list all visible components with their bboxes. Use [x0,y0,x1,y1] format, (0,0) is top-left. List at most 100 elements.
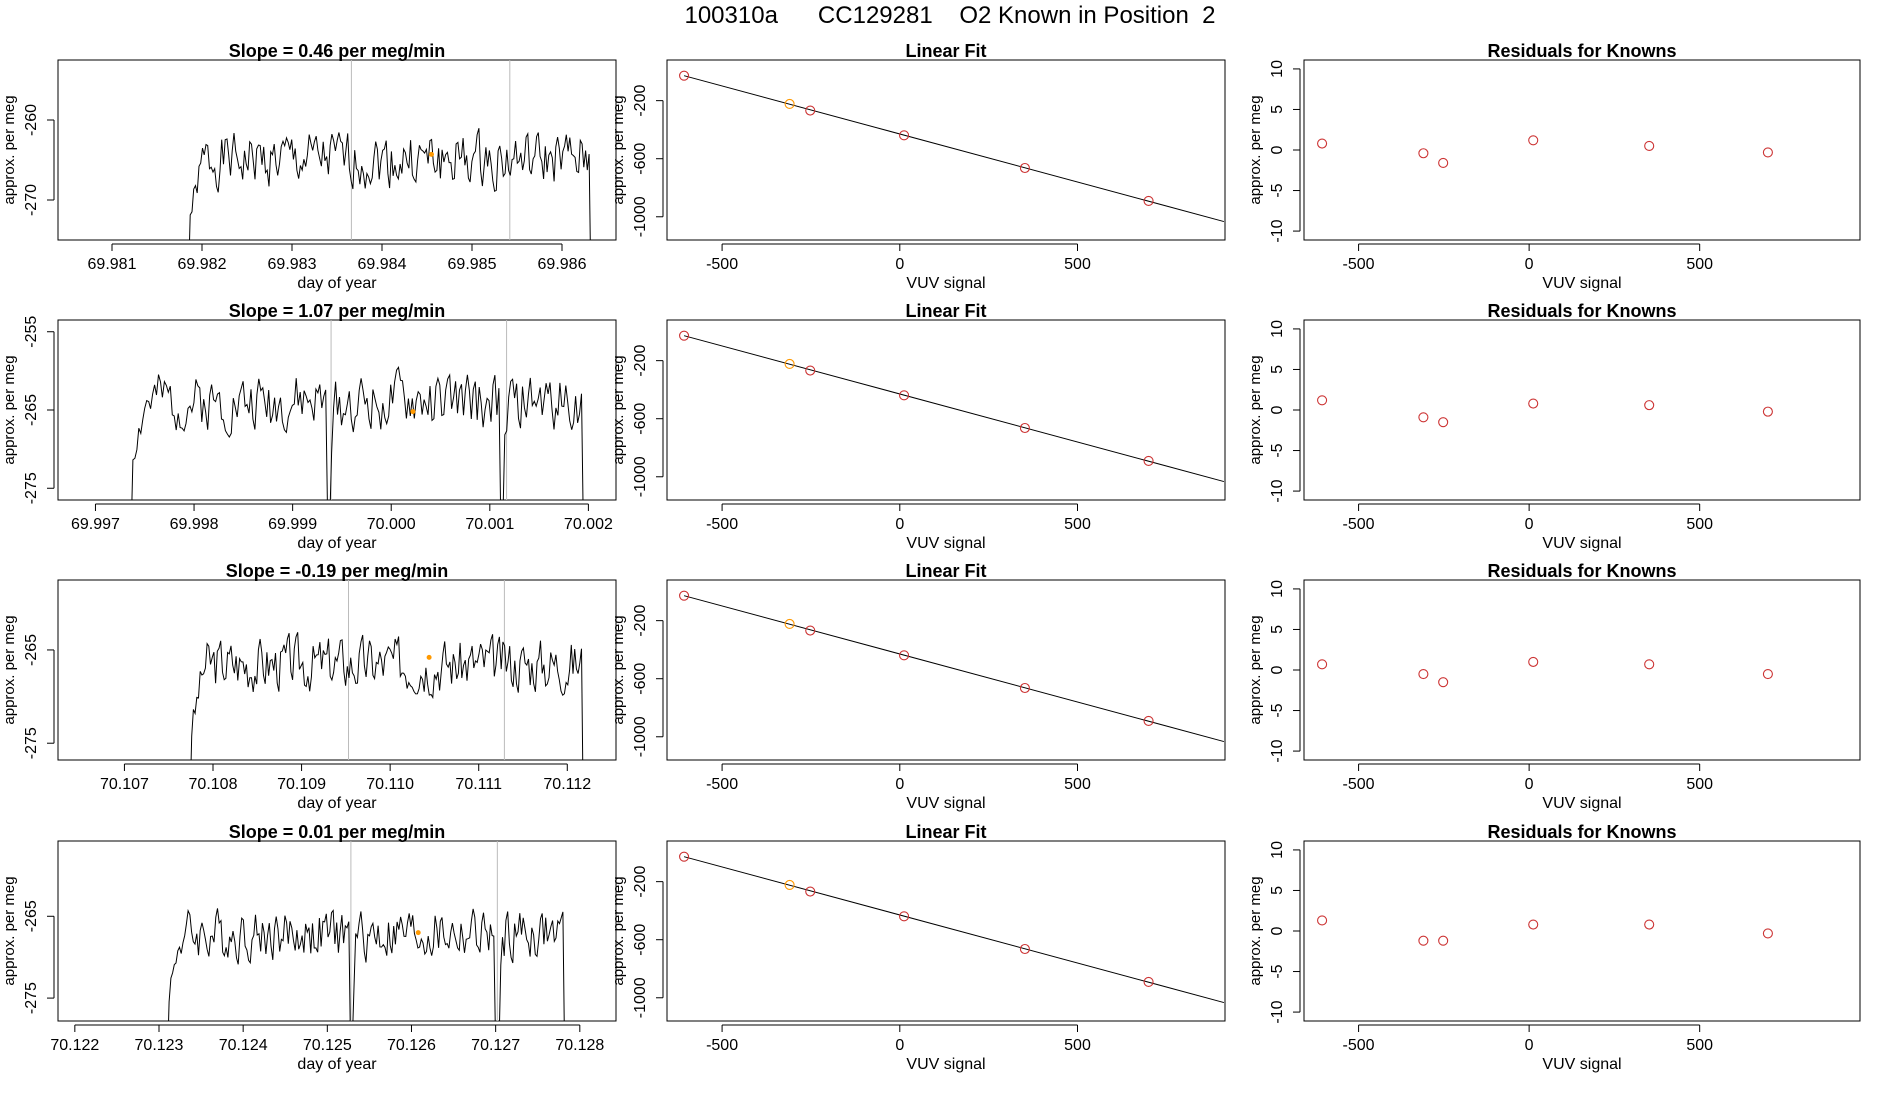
x-tick-label: 70.002 [564,516,613,533]
residuals-panel-2: Residuals for Knowns -500 0 500 VUV signal 10… [1247,301,1861,552]
x-tick-label: -500 [706,516,738,533]
x-tick-label: 70.122 [50,1037,99,1054]
data-point [679,70,690,81]
plot-area [189,60,591,240]
highlight-point [426,654,432,660]
x-tick-label: -500 [1343,516,1375,533]
y-tick-label: -200 [632,345,649,377]
data-point [899,911,910,922]
x-axis-label: day of year [297,795,377,812]
y-axis-label: approx. per meg [1,876,18,985]
panel-title: Linear Fit [905,41,986,61]
plot-frame [57,579,617,761]
fit-line [683,856,1225,1004]
plot-frame [57,840,617,1022]
data-point [1317,915,1328,926]
y-tick-label: 5 [1269,365,1286,374]
data-trace [189,128,591,240]
data-point [1438,417,1449,428]
y-tick-label: -10 [1269,739,1286,762]
data-point [679,590,690,601]
data-trace [190,632,584,760]
data-point [805,625,816,636]
x-tick-label: 69.982 [178,256,227,273]
x-tick-label: 70.107 [100,776,149,793]
plot-frame [666,59,1226,241]
x-tick-label: 500 [1686,776,1713,793]
timeseries-panel-3: Slope = -0.19 per meg/min 70.107 70.108 70.… [1,561,617,812]
y-tick-label: -5 [1269,964,1286,978]
y-tick-label: -275 [23,472,40,504]
y-tick-label: -600 [632,663,649,695]
data-point [1644,919,1655,930]
data-point [1438,157,1449,169]
x-tick-label: 69.986 [538,256,587,273]
y-tick-label: -200 [632,605,649,637]
y-axis-label: approx. per meg [610,615,627,724]
y-tick-label: -275 [23,727,40,759]
x-tick-label: 70.110 [366,776,414,793]
y-axis-label: approx. per meg [1,615,18,724]
x-tick-label: 70.108 [189,776,238,793]
x-tick-label: 0 [1525,776,1534,793]
data-point [1438,935,1449,946]
x-tick-label: 69.984 [358,256,407,273]
y-tick-label: 10 [1269,60,1286,78]
data-point [1019,422,1030,434]
highlight-point [410,409,416,415]
y-axis-label: approx. per meg [1247,615,1264,724]
y-axis-label: approx. per meg [1,95,18,204]
y-tick-label: 5 [1269,105,1286,114]
data-point [1019,162,1030,174]
fit-panel-2: Linear Fit -500 0 500 VUV signal -200 -600 -100… [610,301,1226,552]
data-point [1438,677,1449,688]
data-point [784,358,795,370]
plot-frame [666,579,1226,761]
y-tick-label: 5 [1269,886,1286,895]
y-tick-label: 0 [1269,145,1286,154]
y-axis-label: approx. per meg [610,95,627,204]
data-point [1528,656,1539,667]
y-tick-label: 0 [1269,665,1286,674]
y-tick-label: 0 [1269,926,1286,935]
y-tick-label: -275 [23,982,40,1014]
x-tick-label: 0 [1525,516,1534,533]
y-axis-label: approx. per meg [1247,876,1264,985]
fit-line [683,595,1225,743]
x-tick-label: 500 [1064,776,1091,793]
x-axis-label: VUV signal [906,275,985,292]
y-axis-label: approx. per meg [1247,355,1264,464]
x-tick-label: 69.997 [71,516,120,533]
y-tick-label: -10 [1269,219,1286,242]
x-tick-label: 70.123 [135,1037,184,1054]
data-point [805,105,816,116]
data-point [1418,669,1429,680]
data-point [1317,395,1328,406]
x-tick-label: 70.112 [543,776,591,793]
y-axis-label: approx. per meg [1,355,18,464]
y-tick-label: 0 [1269,405,1286,414]
x-tick-label: 69.985 [448,256,497,273]
x-axis-label: VUV signal [1542,535,1621,552]
y-tick-label: -5 [1269,183,1286,197]
plot-frame [57,59,617,241]
y-tick-label: -255 [23,316,40,348]
x-tick-label: 0 [895,1037,904,1054]
y-tick-label: 10 [1269,580,1286,598]
y-tick-label: 10 [1269,320,1286,338]
y-tick-label: -600 [632,924,649,956]
x-axis-label: VUV signal [906,795,985,812]
y-tick-label: -600 [632,403,649,435]
x-tick-label: 69.981 [88,256,137,273]
data-point [679,851,690,862]
data-point [1418,412,1429,423]
data-point [1317,659,1328,670]
timeseries-panel-1: Slope = 0.46 per meg/min 69.981 69.982 69.9… [1,41,617,292]
plot-frame [1303,319,1861,501]
data-point [784,618,795,630]
y-axis-label: approx. per meg [1247,95,1264,204]
data-point [899,130,910,141]
data-point [1644,659,1655,670]
x-tick-label: 70.125 [303,1037,352,1054]
plot-frame [666,319,1226,501]
